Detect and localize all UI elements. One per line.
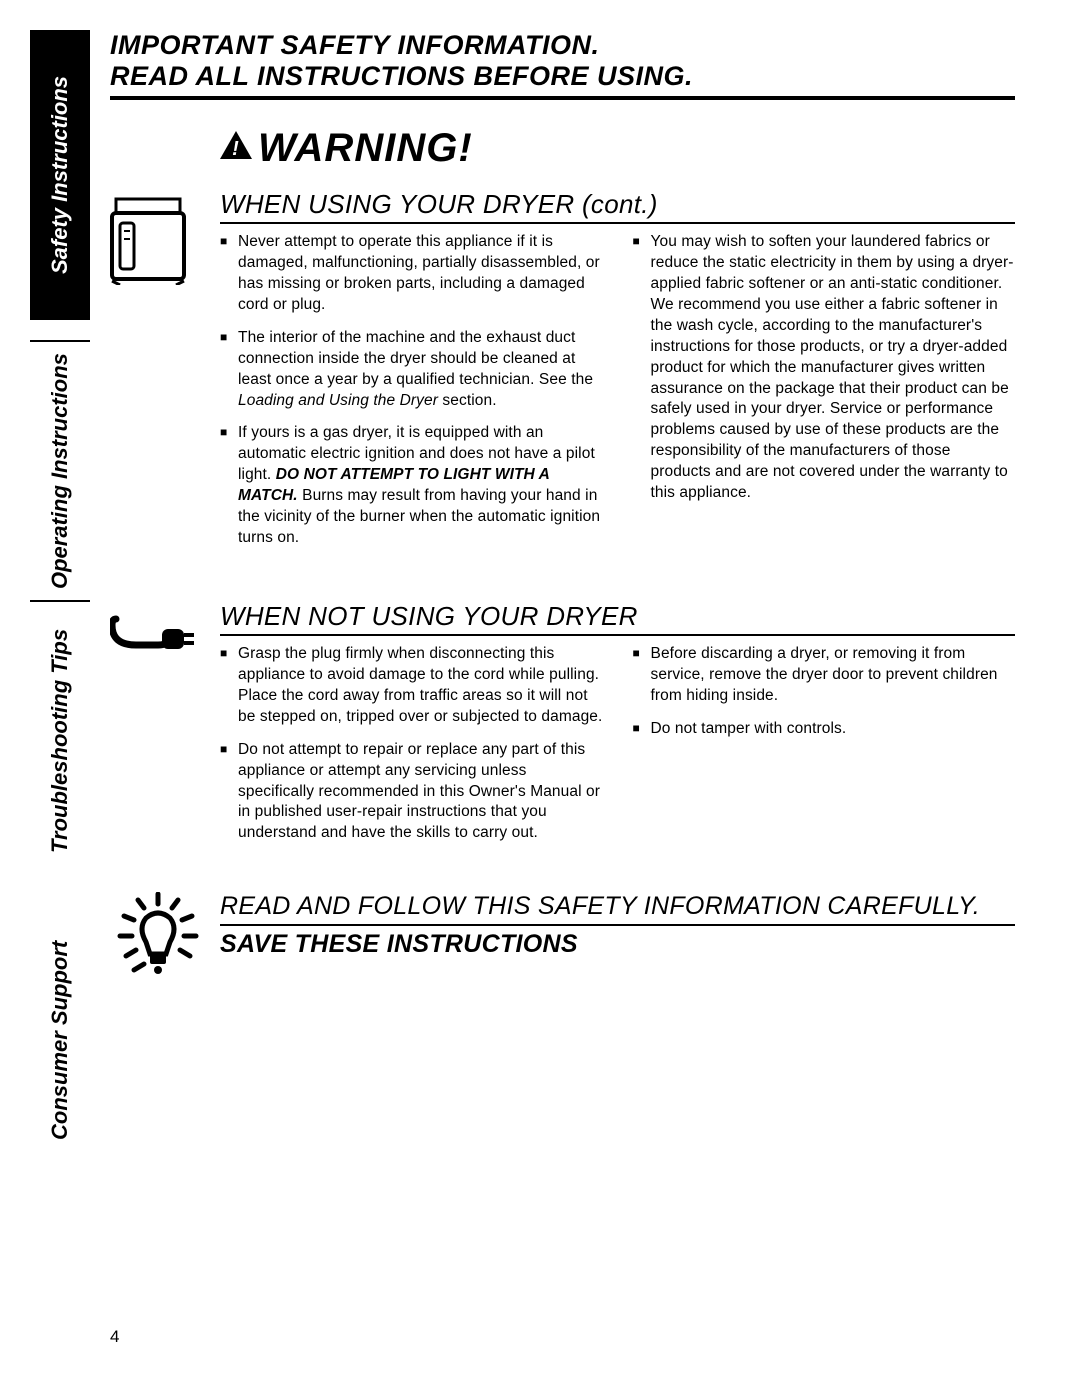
section-title: WHEN USING YOUR DRYER (cont.)	[220, 189, 1015, 224]
bullet-list: Before discarding a dryer, or removing i…	[633, 644, 1016, 740]
warning-text: WARNING!	[258, 126, 473, 170]
bullet-item: Do not tamper with controls.	[633, 719, 1016, 740]
header-line-1: IMPORTANT SAFETY INFORMATION.	[110, 30, 1015, 61]
page: Safety Instructions Operating Instructio…	[0, 0, 1080, 1397]
footer-section: READ AND FOLLOW THIS SAFETY INFORMATION …	[110, 892, 1015, 983]
tab-consumer-support[interactable]: Consumer Support	[30, 900, 90, 1180]
tab-label: Consumer Support	[47, 940, 73, 1139]
bullet-item: If yours is a gas dryer, it is equipped …	[220, 423, 603, 549]
warning-heading: ! WARNING!	[220, 124, 1015, 171]
lightbulb-icon	[110, 892, 206, 983]
bullet-item: Do not attempt to repair or replace any …	[220, 740, 603, 845]
tab-safety[interactable]: Safety Instructions	[30, 30, 90, 320]
page-header: IMPORTANT SAFETY INFORMATION. READ ALL I…	[110, 30, 1015, 100]
bullet-item: Grasp the plug firmly when disconnecting…	[220, 644, 603, 728]
plug-icon	[110, 601, 200, 856]
bullet-list: Never attempt to operate this appliance …	[220, 232, 603, 549]
bullet-list: Grasp the plug firmly when disconnecting…	[220, 644, 603, 844]
svg-text:!: !	[232, 138, 240, 159]
bullet-item: Never attempt to operate this appliance …	[220, 232, 603, 316]
footer-line-2: SAVE THESE INSTRUCTIONS	[220, 930, 1015, 959]
dryer-icon	[110, 189, 200, 561]
tab-label: Operating Instructions	[47, 353, 73, 589]
footer-line-1: READ AND FOLLOW THIS SAFETY INFORMATION …	[220, 892, 1015, 926]
tab-label: Troubleshooting Tips	[47, 629, 73, 853]
content: IMPORTANT SAFETY INFORMATION. READ ALL I…	[110, 30, 1015, 983]
section-not-using-dryer: WHEN NOT USING YOUR DRYER Grasp the plug…	[110, 601, 1015, 856]
bullet-list: You may wish to soften your laundered fa…	[633, 232, 1016, 504]
warning-triangle-icon: !	[220, 124, 252, 169]
bullet-item: The interior of the machine and the exha…	[220, 328, 603, 412]
section-using-dryer: WHEN USING YOUR DRYER (cont.) Never atte…	[110, 189, 1015, 561]
tab-troubleshooting[interactable]: Troubleshooting Tips	[30, 600, 90, 880]
bullet-item: You may wish to soften your laundered fa…	[633, 232, 1016, 504]
page-number: 4	[110, 1327, 119, 1347]
tab-operating[interactable]: Operating Instructions	[30, 340, 90, 600]
tab-label: Safety Instructions	[47, 76, 73, 274]
sidebar: Safety Instructions Operating Instructio…	[30, 30, 90, 1330]
section-title: WHEN NOT USING YOUR DRYER	[220, 601, 1015, 636]
header-line-2: READ ALL INSTRUCTIONS BEFORE USING.	[110, 61, 1015, 92]
bullet-item: Before discarding a dryer, or removing i…	[633, 644, 1016, 707]
